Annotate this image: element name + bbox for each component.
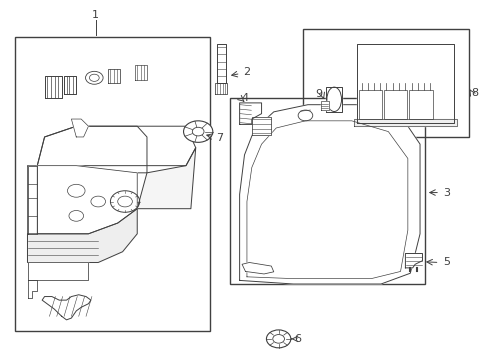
Text: 8: 8 xyxy=(470,88,477,98)
Polygon shape xyxy=(27,126,147,234)
Bar xyxy=(15,37,210,330)
Text: 9: 9 xyxy=(315,89,322,99)
Polygon shape xyxy=(27,209,137,262)
Polygon shape xyxy=(216,44,225,83)
Polygon shape xyxy=(215,83,227,94)
Text: 6: 6 xyxy=(294,334,301,344)
Polygon shape xyxy=(27,262,88,280)
Circle shape xyxy=(266,330,290,348)
Bar xyxy=(358,90,382,119)
Bar xyxy=(408,90,432,119)
Polygon shape xyxy=(42,295,91,320)
Polygon shape xyxy=(326,87,341,112)
Polygon shape xyxy=(64,76,76,94)
Polygon shape xyxy=(135,65,147,80)
Text: 3: 3 xyxy=(442,188,449,198)
Polygon shape xyxy=(353,119,456,126)
Text: 2: 2 xyxy=(243,67,250,77)
Polygon shape xyxy=(246,121,407,279)
Polygon shape xyxy=(405,253,422,268)
Text: 5: 5 xyxy=(442,257,449,267)
Bar xyxy=(303,30,468,137)
Text: 1: 1 xyxy=(92,10,99,20)
Polygon shape xyxy=(108,69,120,83)
Polygon shape xyxy=(251,117,271,135)
Polygon shape xyxy=(242,262,273,274)
Polygon shape xyxy=(239,103,261,125)
Polygon shape xyxy=(137,148,195,209)
Text: 4: 4 xyxy=(241,93,248,103)
Polygon shape xyxy=(37,126,195,166)
Polygon shape xyxy=(239,105,419,284)
Polygon shape xyxy=(320,101,328,110)
Polygon shape xyxy=(37,166,137,234)
Polygon shape xyxy=(27,280,37,298)
Polygon shape xyxy=(44,76,61,98)
Text: 7: 7 xyxy=(216,133,223,143)
Polygon shape xyxy=(356,44,453,123)
Circle shape xyxy=(183,121,212,142)
Bar xyxy=(229,98,424,284)
Polygon shape xyxy=(27,166,37,234)
Bar xyxy=(383,90,407,119)
Polygon shape xyxy=(71,119,88,137)
